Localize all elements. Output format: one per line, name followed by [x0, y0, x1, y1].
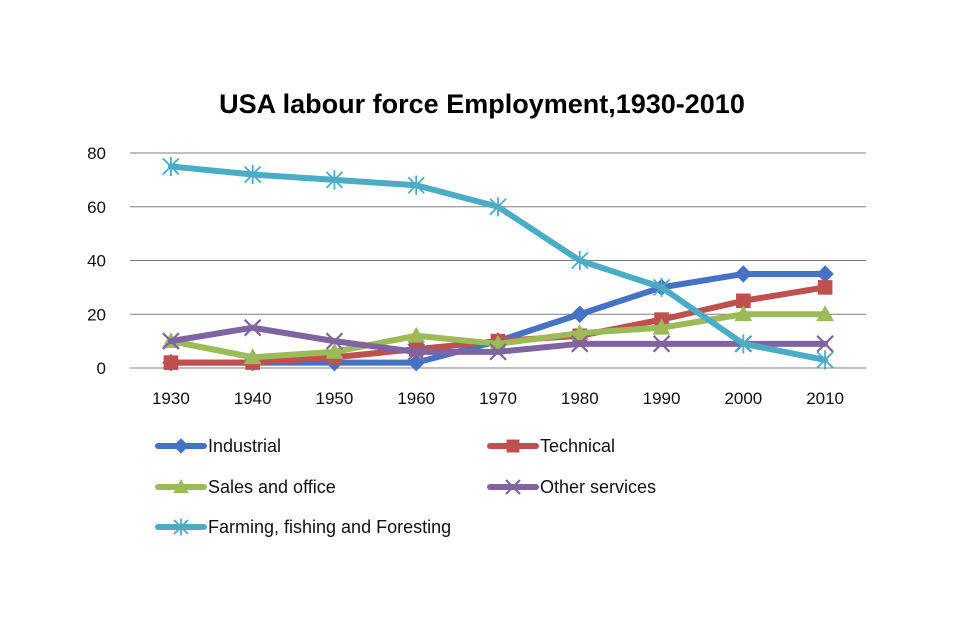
- data-point: [243, 348, 262, 365]
- legend-marker: [173, 518, 189, 536]
- legend-label: Technical: [540, 436, 615, 456]
- data-point: [570, 324, 589, 340]
- x-tick-label: 2000: [724, 389, 762, 408]
- series-lines: [162, 156, 834, 372]
- series-farming-fishing-and-foresting: [162, 156, 834, 370]
- y-tick-label: 60: [87, 198, 106, 217]
- data-point: [489, 197, 507, 217]
- x-tick-label: 1980: [561, 389, 599, 408]
- data-point: [325, 332, 344, 350]
- y-tick-label: 20: [87, 305, 106, 324]
- data-point: [571, 335, 589, 353]
- data-point: [407, 175, 425, 195]
- legend: Industrial Technical Sales and office Other…: [155, 436, 656, 537]
- legend-marker: [506, 439, 520, 453]
- x-tick-label: 1960: [397, 389, 435, 408]
- legend-label: Industrial: [208, 436, 281, 456]
- x-tick-label: 1970: [479, 389, 517, 408]
- data-point: [163, 355, 179, 370]
- legend-item: Technical: [487, 436, 615, 456]
- data-point: [652, 335, 671, 353]
- data-point: [816, 305, 834, 322]
- data-point: [489, 343, 507, 361]
- data-point: [734, 265, 753, 283]
- legend-marker: [173, 478, 189, 494]
- x-tick-label: 2010: [806, 389, 844, 408]
- data-point: [244, 164, 262, 185]
- data-point: [571, 250, 589, 271]
- chart-title: USA labour force Employment,1930-2010: [219, 89, 745, 119]
- y-axis-ticks: 0 20 40 60 80: [87, 144, 106, 378]
- data-point: [325, 342, 344, 359]
- legend-item: Other services: [487, 477, 656, 497]
- x-tick-label: 1930: [152, 389, 190, 408]
- data-point: [816, 335, 834, 353]
- x-tick-label: 1990: [643, 389, 681, 408]
- legend-label: Farming, fishing and Foresting: [208, 517, 451, 537]
- y-tick-label: 0: [97, 359, 106, 378]
- data-point: [734, 334, 752, 354]
- data-point: [325, 170, 344, 190]
- data-point: [162, 332, 180, 350]
- legend-item: Sales and office: [155, 477, 336, 497]
- data-point: [407, 343, 425, 361]
- x-axis-ticks: 1930 1940 1950 1960 1970 1980 1990 2000 2010: [152, 389, 844, 408]
- legend-label: Sales and office: [208, 477, 336, 497]
- data-point: [734, 305, 753, 322]
- legend-item: Farming, fishing and Foresting: [155, 517, 451, 537]
- data-point: [407, 326, 426, 343]
- data-point: [816, 350, 834, 370]
- data-point: [407, 353, 425, 372]
- x-tick-label: 1950: [316, 389, 354, 408]
- legend-item: Industrial: [155, 436, 281, 456]
- legend-marker: [505, 479, 521, 495]
- legend-label: Other services: [540, 477, 656, 497]
- x-tick-label: 1940: [234, 389, 272, 408]
- legend-marker: [173, 438, 189, 454]
- data-point: [243, 318, 262, 337]
- data-point: [162, 156, 180, 177]
- data-point: [652, 277, 671, 297]
- y-tick-label: 80: [87, 144, 106, 163]
- data-point: [652, 318, 671, 335]
- y-tick-label: 40: [87, 252, 106, 271]
- data-point: [571, 305, 589, 323]
- data-point: [816, 265, 834, 283]
- data-point: [817, 280, 833, 295]
